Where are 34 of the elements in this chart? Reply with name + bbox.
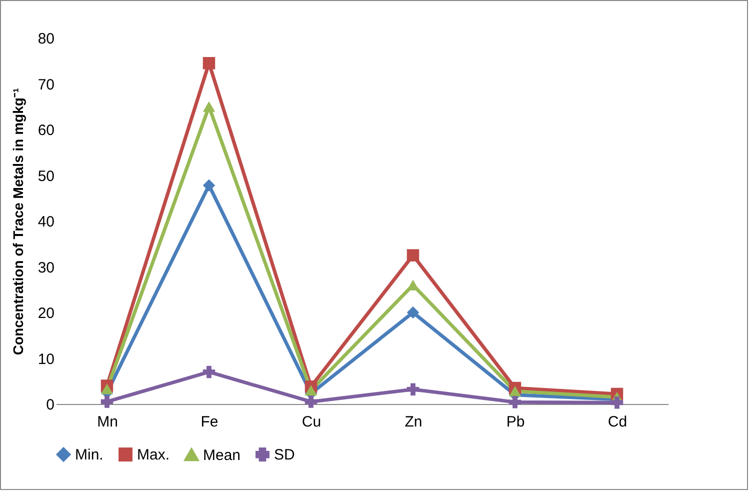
point [100, 396, 114, 408]
legend-label: SD [274, 446, 296, 464]
legend-label: Min. [75, 446, 104, 464]
point [202, 101, 216, 112]
x-tick-label: Cu [302, 414, 322, 430]
x-tick-label: Zn [404, 414, 422, 430]
y-tick-label: 0 [46, 396, 54, 414]
x-tick-label: Pb [506, 414, 525, 430]
y-tick-label: 60 [38, 122, 54, 139]
y-axis-title: Concentration of Trace Metals in mgkg⁻¹ [10, 88, 26, 356]
point [406, 306, 420, 319]
y-tick-label: 70 [38, 76, 54, 94]
point [610, 396, 624, 409]
y-tick-label: 10 [38, 350, 54, 368]
point [406, 249, 420, 262]
x-tick-label: Fe [200, 414, 218, 430]
y-tick-label: 30 [38, 259, 54, 276]
point [202, 179, 216, 192]
legend-label: Mean [203, 446, 241, 464]
y-tick-label: 50 [38, 168, 54, 185]
point [508, 396, 522, 408]
legend-label: Max. [137, 446, 170, 464]
point [406, 383, 420, 396]
y-tick-label: 40 [38, 214, 54, 230]
point [202, 57, 216, 70]
point [100, 384, 114, 394]
x-tick-label: Cd [608, 414, 628, 430]
y-tick-label: 80 [38, 30, 54, 48]
point [202, 366, 216, 378]
x-tick-label: Mn [97, 414, 118, 430]
point [304, 384, 318, 396]
y-tick-label: 20 [38, 305, 54, 322]
point [304, 396, 318, 408]
point [508, 386, 522, 396]
